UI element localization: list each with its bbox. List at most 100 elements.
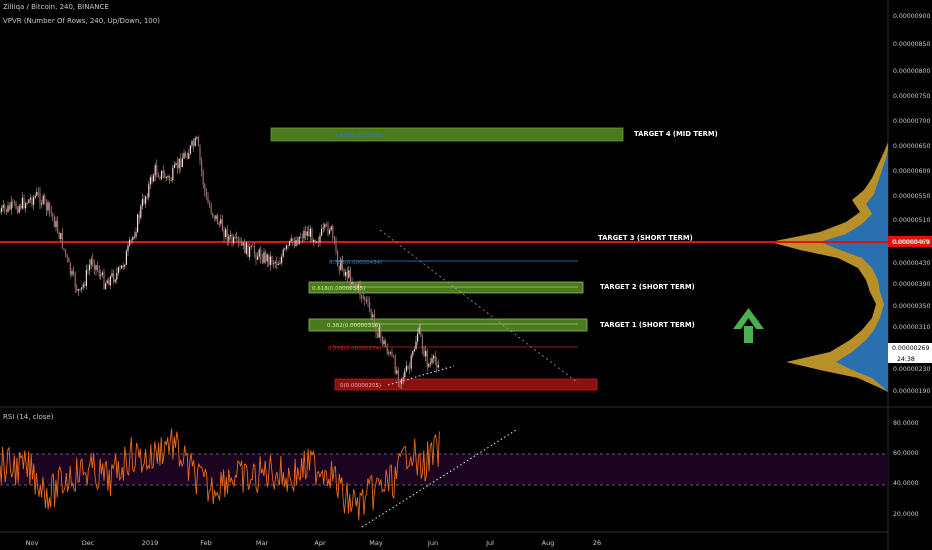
candle-body (10, 201, 12, 210)
candle-body (12, 201, 14, 203)
candle-body (20, 205, 22, 209)
price-tick: 0.00000350 (893, 303, 931, 310)
candle-body (213, 215, 215, 219)
price-axis[interactable]: 0.00000900 0.00000850 0.00000800 0.00000750… (888, 0, 932, 407)
candle-body (228, 236, 230, 241)
candle-body (68, 257, 70, 263)
candle-body (274, 261, 276, 264)
candle-body (375, 322, 377, 334)
candle-body (169, 175, 171, 181)
candle-body (420, 327, 422, 337)
candle-body (137, 214, 139, 233)
time-tick: Mar (256, 539, 269, 547)
candle-body (332, 226, 334, 238)
candle-body (125, 251, 127, 265)
candle-body (300, 236, 302, 238)
candle-body (423, 348, 425, 357)
time-tick: Nov (26, 539, 39, 547)
volume-profile-total (770, 142, 888, 392)
countdown-label: 24:38 (897, 356, 915, 363)
candle-body (225, 229, 227, 238)
candle-body (303, 230, 305, 239)
candle-body (333, 237, 335, 239)
candle-body (407, 366, 409, 368)
candle-body (130, 239, 132, 241)
candle-body (146, 196, 148, 198)
candle-body (377, 333, 379, 338)
volume-profile (770, 142, 888, 392)
candle-body (194, 138, 196, 147)
candle-body (58, 232, 60, 240)
candle-body (389, 352, 391, 354)
candle-body (290, 238, 292, 242)
price-tick: 0.00000800 (893, 68, 931, 75)
candle-body (364, 297, 366, 301)
target4-box (270, 127, 624, 142)
candle-body (63, 248, 65, 250)
candle-body (65, 249, 67, 256)
candle-body (410, 355, 412, 369)
candle-body (402, 377, 404, 379)
candle-body (330, 226, 332, 231)
candle-body (26, 203, 28, 204)
candle-body (260, 249, 262, 260)
candle-body (234, 237, 236, 238)
candle-body (84, 284, 86, 286)
candle-body (23, 197, 25, 209)
candle-body (113, 273, 115, 282)
candle-body (340, 259, 342, 271)
candle-body (321, 228, 323, 236)
candle-body (322, 227, 324, 229)
candle-body (33, 197, 35, 205)
candle-body (207, 197, 209, 204)
candle-body (338, 265, 340, 271)
price-tick: 0.00000600 (893, 168, 931, 175)
candle-body (324, 224, 326, 228)
candle-body (281, 256, 283, 264)
candle-body (425, 351, 427, 357)
rsi-tick: 40.0000 (893, 480, 919, 487)
candle-body (263, 252, 265, 263)
candle-body (394, 356, 396, 374)
candle-body (105, 283, 107, 289)
candle-body (60, 232, 62, 240)
candle-body (436, 361, 438, 368)
candle-body (335, 238, 337, 251)
candle-body (409, 367, 411, 369)
candle-body (428, 364, 430, 367)
candle-body (221, 219, 223, 232)
volume-profile-up (820, 148, 888, 392)
candle-body (177, 163, 179, 169)
candle-body (345, 271, 347, 276)
candle-body (44, 195, 46, 201)
candle-body (13, 202, 15, 203)
candle-body (71, 271, 73, 275)
candle-body (49, 202, 51, 211)
candle-body (183, 153, 185, 159)
candle-body (205, 191, 207, 198)
fib-0618-label: 0.618(0.00000385) (312, 286, 365, 292)
rsi-axis[interactable]: 80.0000 60.0000 40.0000 20.0000 (888, 407, 932, 532)
price-tick: 0.00000430 (893, 260, 931, 267)
candle-body (15, 202, 17, 209)
candle-body (138, 214, 140, 218)
candle-body (337, 250, 339, 266)
candle-body (311, 228, 313, 243)
candle-body (21, 197, 23, 209)
candle-body (185, 153, 187, 156)
candle-body (52, 213, 54, 217)
candle-body (249, 246, 251, 257)
candle-body (55, 220, 57, 228)
candle-body (317, 241, 319, 243)
rsi-band (0, 454, 888, 485)
candle-body (401, 378, 403, 384)
candle-body (66, 255, 68, 258)
candle-body (82, 284, 84, 288)
candle-body (245, 242, 247, 254)
candle-body (109, 276, 111, 286)
candle-body (178, 158, 180, 169)
candle-body (226, 229, 228, 241)
candle-body (343, 268, 345, 276)
candle-body (266, 254, 268, 262)
target2-label: TARGET 2 (SHORT TERM) (600, 283, 695, 291)
